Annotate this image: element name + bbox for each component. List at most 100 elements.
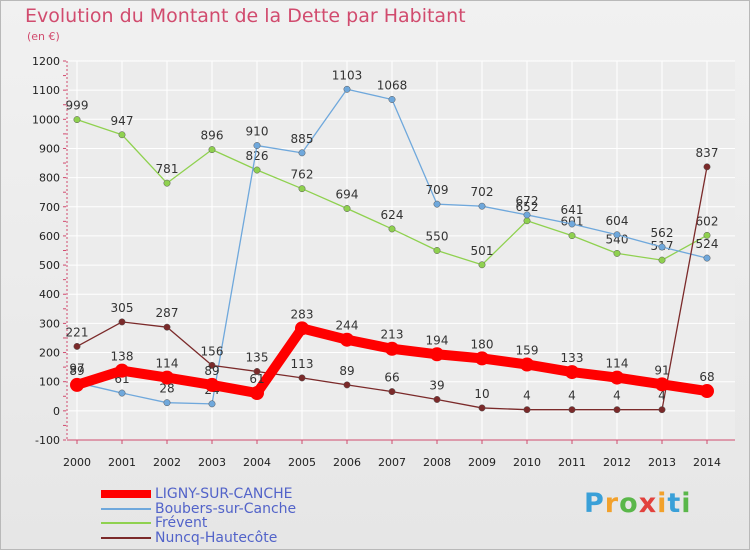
data-point [523, 217, 531, 225]
data-point [655, 377, 669, 392]
data-label: 604 [606, 214, 629, 228]
data-point [385, 341, 399, 356]
data-point [658, 406, 666, 414]
y-tick-label: 200 [39, 347, 60, 360]
data-point [295, 321, 309, 336]
x-tick-label: 2000 [63, 456, 91, 469]
data-point [208, 361, 216, 369]
data-point [388, 225, 396, 233]
logo-letter: r [604, 488, 620, 519]
legend-label: Nuncq-Hautecôte [155, 529, 278, 546]
data-label: 709 [426, 183, 449, 197]
y-tick-label: 1100 [32, 84, 60, 97]
data-point [478, 202, 486, 210]
legend-label: Frévent [155, 515, 208, 531]
legend-swatch [101, 490, 151, 498]
data-label: 114 [606, 357, 629, 371]
data-point [568, 232, 576, 240]
data-point [433, 396, 441, 403]
data-label: 4 [523, 389, 531, 403]
data-point [115, 363, 129, 378]
x-tick-label: 2005 [288, 456, 316, 469]
legend-swatch [101, 507, 151, 510]
data-point [658, 256, 666, 264]
y-tick-label: 400 [39, 288, 60, 301]
data-label: 305 [111, 301, 134, 315]
data-label: 602 [696, 214, 719, 228]
data-point [613, 231, 621, 239]
data-label: 947 [111, 114, 134, 128]
data-label: 159 [516, 343, 539, 357]
data-label: 221 [66, 325, 89, 339]
data-point [250, 386, 264, 401]
data-point [118, 318, 126, 326]
legend-swatch [101, 536, 151, 539]
data-label: 4 [658, 389, 666, 403]
data-label: 66 [384, 371, 399, 385]
data-label: 194 [426, 333, 449, 347]
y-tick-label: 800 [39, 172, 60, 185]
data-label: 10 [474, 387, 489, 401]
logo-letter: x [638, 488, 658, 519]
data-point [253, 142, 261, 149]
y-tick-label: 100 [39, 376, 60, 389]
y-tick-label: 1000 [32, 113, 60, 126]
data-label: 826 [246, 149, 269, 163]
x-tick-label: 2011 [558, 456, 586, 469]
data-label: 213 [381, 328, 404, 342]
y-tick-label: 700 [39, 201, 60, 214]
y-tick-label: 0 [53, 405, 60, 418]
data-point [205, 377, 219, 392]
data-label: 283 [291, 307, 314, 321]
data-point [388, 96, 396, 103]
data-label: 885 [291, 132, 314, 146]
data-point [343, 381, 351, 389]
data-label: 762 [291, 168, 314, 182]
legend-label: Boubers-sur-Canche [155, 500, 297, 517]
data-point [703, 254, 711, 262]
y-tick-label: 500 [39, 259, 60, 272]
y-tick-label: 300 [39, 317, 60, 330]
y-tick-label: 1200 [32, 55, 60, 68]
logo-letter: i [657, 488, 668, 519]
x-tick-label: 2003 [198, 456, 226, 469]
data-point [340, 332, 354, 347]
y-tick-label: 900 [39, 142, 60, 155]
data-label: 135 [246, 350, 269, 364]
data-label: 910 [246, 125, 269, 139]
data-label: 138 [111, 350, 134, 364]
data-label: 4 [568, 389, 576, 403]
series-ligny-sur-canche: 89 138 114 89 61 283 244 213 194 180 159 133 114 91 68 [69, 307, 715, 401]
data-point [253, 368, 261, 375]
data-label: 1068 [377, 78, 408, 92]
data-point [433, 247, 441, 254]
series-boubers-sur-canche: 9761282491088511031068709702672641604562… [69, 68, 718, 408]
data-point [70, 377, 84, 392]
data-point [430, 347, 444, 362]
legend-swatch [101, 522, 151, 524]
data-point [565, 365, 579, 380]
proxiti-logo: Proxiti [584, 488, 692, 519]
data-point [613, 249, 621, 257]
data-label: 133 [561, 351, 584, 365]
data-label: 641 [561, 203, 584, 217]
data-label: 501 [471, 244, 494, 258]
data-point [613, 406, 621, 414]
data-point [475, 351, 489, 366]
data-point [478, 404, 486, 412]
data-point [520, 357, 534, 372]
data-label: 287 [156, 306, 179, 320]
y-tick-label: 600 [39, 230, 60, 243]
data-point [610, 370, 624, 385]
data-label: 39 [429, 378, 444, 392]
data-point [160, 370, 174, 385]
chart-title: Evolution du Montant de la Dette par Hab… [25, 5, 466, 27]
data-point [73, 116, 81, 124]
data-label: 896 [201, 129, 224, 143]
x-tick-label: 2002 [153, 456, 181, 469]
data-point [703, 163, 711, 171]
data-label: 702 [471, 185, 494, 199]
data-label: 837 [696, 146, 719, 160]
data-point [388, 388, 396, 396]
